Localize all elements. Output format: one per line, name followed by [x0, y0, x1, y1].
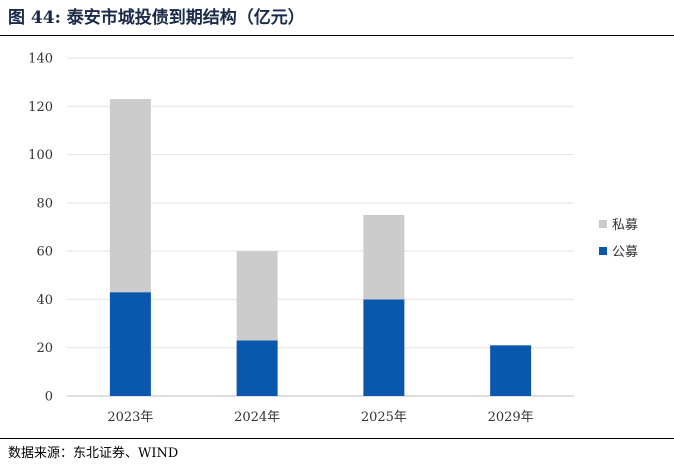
- x-tick-label: 2029年: [488, 410, 534, 425]
- x-tick-label: 2025年: [361, 410, 407, 425]
- bar-segment-public: [490, 345, 532, 396]
- y-tick-label: 0: [45, 390, 53, 405]
- source-note: 数据来源：东北证券、WIND: [8, 446, 179, 461]
- legend-swatch: [599, 220, 607, 228]
- legend-label: 公募: [612, 245, 638, 260]
- bar-segment-public: [109, 292, 151, 396]
- bar-segment-private: [236, 251, 278, 341]
- x-axis: 2023年 2024年 2025年 2029年: [107, 410, 533, 425]
- bars: [109, 99, 532, 396]
- gridlines: [67, 57, 574, 397]
- y-tick-label: 40: [36, 293, 53, 308]
- legend-swatch: [599, 247, 607, 255]
- legend-label: 私募: [612, 218, 638, 233]
- x-tick-label: 2023年: [107, 410, 153, 425]
- y-tick-label: 140: [28, 52, 53, 67]
- y-tick-label: 20: [36, 341, 53, 356]
- y-tick-label: 80: [36, 196, 53, 211]
- bar-segment-private: [363, 214, 405, 300]
- bar-segment-public: [236, 340, 278, 396]
- y-tick-label: 100: [28, 148, 53, 163]
- y-tick-label: 120: [28, 100, 53, 115]
- y-tick-label: 60: [36, 245, 53, 260]
- y-axis: 0 20 40 60 80 100 120 140: [28, 52, 53, 405]
- chart-title: 图 44: 泰安市城投债到期结构（亿元）: [8, 8, 305, 28]
- footer-divider: [0, 438, 674, 439]
- title-divider: [0, 35, 674, 36]
- bar-segment-public: [363, 299, 405, 396]
- x-tick-label: 2024年: [234, 410, 280, 425]
- bar-segment-private: [109, 99, 151, 293]
